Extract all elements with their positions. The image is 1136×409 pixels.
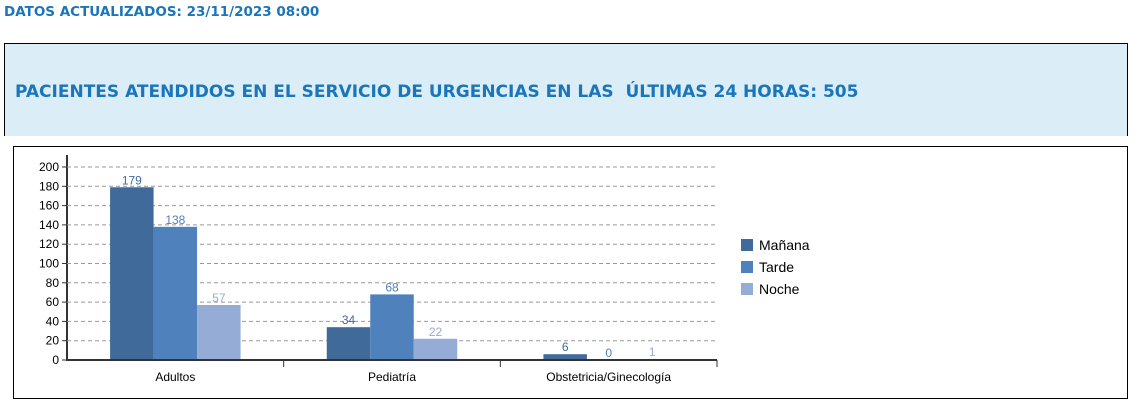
legend-swatch xyxy=(741,239,753,251)
y-tick-label: 140 xyxy=(39,218,59,232)
y-tick-label: 20 xyxy=(46,334,60,348)
bar-tarde xyxy=(370,294,414,360)
bar-mañana xyxy=(326,327,371,360)
y-tick-label: 180 xyxy=(39,179,59,193)
data-label: 179 xyxy=(122,173,142,187)
data-label: 57 xyxy=(212,291,226,305)
y-tick-label: 200 xyxy=(39,160,59,174)
data-label: 22 xyxy=(429,325,443,339)
y-tick-label: 120 xyxy=(39,237,59,251)
legend-label: Mañana xyxy=(759,237,810,253)
y-tick-label: 100 xyxy=(39,257,59,271)
data-label: 138 xyxy=(165,213,185,227)
legend-label: Tarde xyxy=(759,259,794,275)
legend-swatch xyxy=(741,261,753,273)
updated-timestamp: DATOS ACTUALIZADOS: 23/11/2023 08:00 xyxy=(4,4,320,20)
bar-noche xyxy=(413,338,458,360)
y-tick-label: 40 xyxy=(46,314,60,328)
data-label: 68 xyxy=(385,280,399,294)
bar-noche xyxy=(197,304,241,360)
chart-container: 0 20 40 60 80 100 120 140 160 180 200 Adultos 179 138… xyxy=(13,146,1128,399)
bar-mañana xyxy=(543,354,587,360)
data-label: 34 xyxy=(342,313,356,327)
y-tick-label: 0 xyxy=(52,353,59,367)
y-tick-label: 60 xyxy=(46,295,60,309)
legend-swatch xyxy=(741,283,753,295)
data-label: 0 xyxy=(605,346,612,360)
x-tick-label: Pediatría xyxy=(368,370,416,384)
y-tick-label: 80 xyxy=(46,276,60,290)
data-label: 1 xyxy=(649,345,656,359)
data-label: 6 xyxy=(562,340,569,354)
bar-chart: 020406080100120140160180200Adultos179138… xyxy=(39,155,810,384)
x-tick-label: Adultos xyxy=(155,370,195,384)
legend-label: Noche xyxy=(759,281,800,297)
summary-banner: PACIENTES ATENDIDOS EN EL SERVICIO DE UR… xyxy=(4,43,1128,136)
bar-mañana xyxy=(110,187,154,360)
y-tick-label: 160 xyxy=(39,199,59,213)
x-tick-label: Obstetricia/Ginecología xyxy=(546,370,671,384)
page-title: PACIENTES ATENDIDOS EN EL SERVICIO DE UR… xyxy=(15,82,859,102)
bar-tarde xyxy=(153,226,198,360)
